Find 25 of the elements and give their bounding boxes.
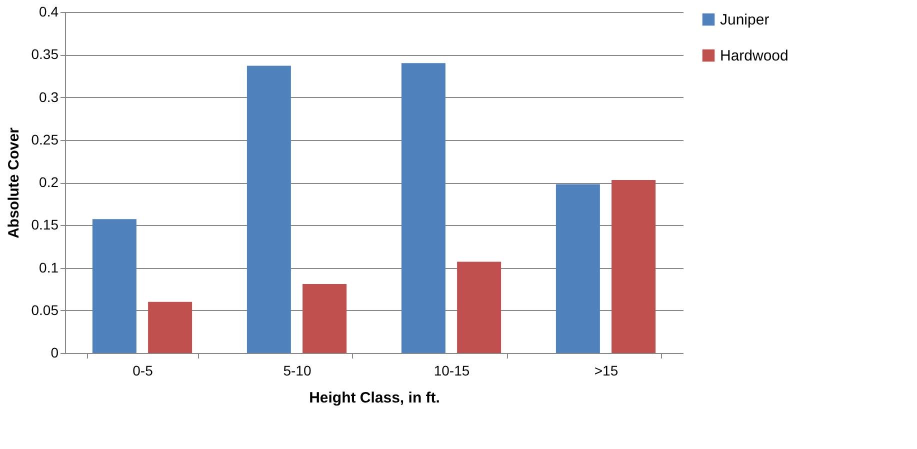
bar <box>148 302 192 353</box>
y-tick-label: 0.4 <box>39 4 59 20</box>
y-tick-label: 0.3 <box>39 88 59 105</box>
y-axis-title: Absolute Cover <box>5 127 22 238</box>
bar <box>457 262 502 353</box>
y-tick-label: 0.1 <box>39 259 59 276</box>
y-tick-label: 0.05 <box>31 302 59 318</box>
legend-label: Hardwood <box>720 48 788 64</box>
bar <box>556 184 600 353</box>
y-tick-label: 0.15 <box>31 216 59 233</box>
y-tick-label: 0.25 <box>31 131 59 148</box>
y-tick-label: 0.2 <box>39 174 59 190</box>
x-tick-label: 10-15 <box>434 362 470 378</box>
y-tick-label: 0 <box>50 344 59 360</box>
legend-label: Juniper <box>720 12 770 28</box>
bar <box>92 219 136 353</box>
x-axis-title: Height Class, in ft. <box>309 390 440 406</box>
x-tick-label: >15 <box>594 362 618 378</box>
x-tick-label: 5-10 <box>283 362 312 378</box>
bar <box>612 180 656 353</box>
bar <box>246 66 291 353</box>
x-tick-label: 0-5 <box>132 362 154 378</box>
y-tick-label: 0.35 <box>31 46 59 62</box>
bar <box>401 63 446 353</box>
bar <box>302 284 347 353</box>
